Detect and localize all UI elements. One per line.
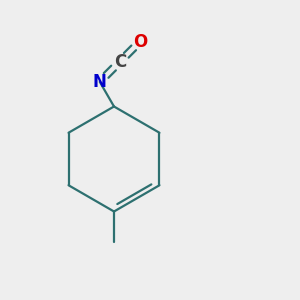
Text: O: O: [133, 32, 147, 50]
Text: C: C: [114, 53, 126, 71]
Text: N: N: [93, 73, 107, 91]
